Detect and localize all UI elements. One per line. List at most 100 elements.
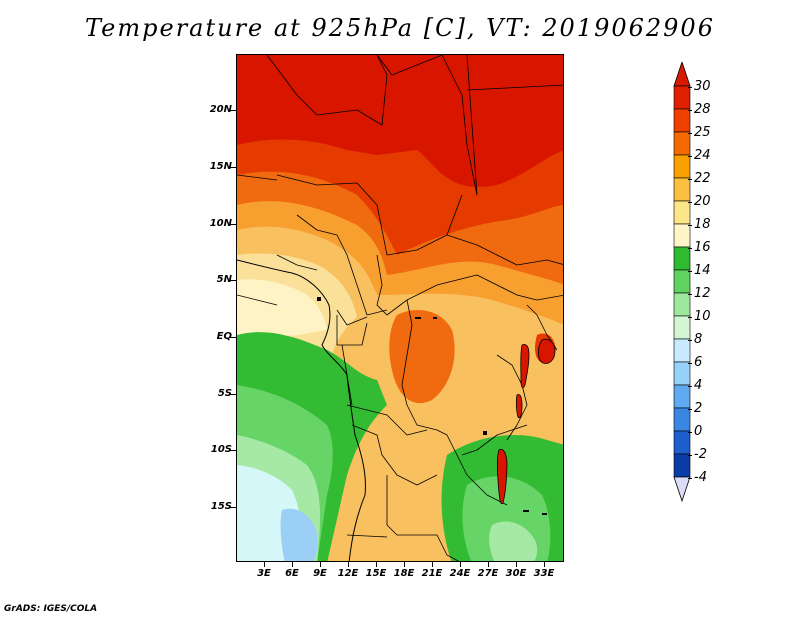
country-borders bbox=[237, 55, 563, 561]
colorbar-label-minus2: -2 bbox=[694, 447, 707, 462]
lon-tick bbox=[516, 562, 517, 567]
colorbar-tick bbox=[688, 271, 692, 272]
grads-credit: GrADS: IGES/COLA bbox=[4, 604, 98, 614]
lon-label-18e: 18E bbox=[393, 568, 415, 579]
colorbar-tick bbox=[688, 478, 692, 479]
colorbar-tick bbox=[688, 363, 692, 364]
colorbar-tick bbox=[688, 409, 692, 410]
lon-label-6e: 6E bbox=[285, 568, 299, 579]
lat-label-eq: EQ bbox=[216, 331, 232, 342]
chart-title: Temperature at 925hPa [C], VT: 201906290… bbox=[85, 14, 715, 42]
lat-label-20n: 20N bbox=[209, 104, 232, 115]
colorbar-tick bbox=[688, 110, 692, 111]
colorbar-bottom-arrow bbox=[673, 476, 691, 503]
temperature-map bbox=[236, 54, 564, 562]
lat-label-5n: 5N bbox=[216, 274, 232, 285]
lon-tick bbox=[292, 562, 293, 567]
lon-tick bbox=[432, 562, 433, 567]
colorbar-tick bbox=[688, 133, 692, 134]
lat-tick bbox=[230, 394, 236, 395]
colorbar-label-20: 20 bbox=[694, 194, 711, 209]
lon-label-24e: 24E bbox=[449, 568, 471, 579]
colorbar-label-2: 2 bbox=[694, 401, 703, 416]
colorbar-label-minus4: -4 bbox=[694, 470, 707, 485]
lat-label-10s: 10S bbox=[210, 444, 232, 455]
colorbar-label-30: 30 bbox=[694, 79, 711, 94]
lat-tick bbox=[230, 224, 236, 225]
lat-label-15n: 15N bbox=[209, 161, 232, 172]
lon-tick bbox=[264, 562, 265, 567]
colorbar-label-6: 6 bbox=[694, 355, 703, 370]
colorbar-cell bbox=[673, 200, 691, 225]
lon-tick bbox=[348, 562, 349, 567]
lon-label-27e: 27E bbox=[477, 568, 499, 579]
colorbar-cell bbox=[673, 292, 691, 317]
region-8c-west bbox=[280, 508, 318, 561]
lon-label-3e: 3E bbox=[257, 568, 271, 579]
lon-tick bbox=[488, 562, 489, 567]
colorbar-label-12: 12 bbox=[694, 286, 711, 301]
colorbar-cell bbox=[673, 430, 691, 455]
colorbar-cell bbox=[673, 269, 691, 294]
region-12c-southeast bbox=[489, 521, 538, 561]
colorbar-tick bbox=[688, 156, 692, 157]
lon-tick bbox=[544, 562, 545, 567]
colorbar-cell bbox=[673, 407, 691, 432]
colorbar-cell bbox=[673, 384, 691, 409]
lon-label-30e: 30E bbox=[505, 568, 527, 579]
colorbar bbox=[673, 62, 691, 503]
coastline-west bbox=[237, 259, 366, 561]
colorbar-label-28: 28 bbox=[694, 102, 711, 117]
lat-tick bbox=[230, 110, 236, 111]
colorbar-cell bbox=[673, 246, 691, 271]
lon-label-12e: 12E bbox=[337, 568, 359, 579]
region-18c bbox=[237, 279, 327, 340]
lon-tick bbox=[404, 562, 405, 567]
colorbar-tick bbox=[688, 179, 692, 180]
colorbar-cell bbox=[673, 361, 691, 386]
colorbar-cell bbox=[673, 154, 691, 179]
colorbar-cell bbox=[673, 131, 691, 156]
colorbar-cell bbox=[673, 315, 691, 340]
lon-label-15e: 15E bbox=[365, 568, 387, 579]
colorbar-tick bbox=[688, 432, 692, 433]
colorbar-tick bbox=[688, 455, 692, 456]
colorbar-tick bbox=[688, 225, 692, 226]
lat-tick bbox=[230, 337, 236, 338]
lat-label-10n: 10N bbox=[209, 218, 232, 229]
lat-tick bbox=[230, 280, 236, 281]
colorbar-label-0: 0 bbox=[694, 424, 703, 439]
region-hot-center bbox=[389, 310, 455, 404]
colorbar-label-8: 8 bbox=[694, 332, 703, 347]
lat-tick bbox=[230, 450, 236, 451]
colorbar-cell bbox=[673, 223, 691, 248]
colorbar-label-4: 4 bbox=[694, 378, 703, 393]
colorbar-cell bbox=[673, 85, 691, 110]
map-speckle bbox=[317, 297, 547, 515]
lakes bbox=[496, 338, 556, 505]
colorbar-label-24: 24 bbox=[694, 148, 711, 163]
lon-label-33e: 33E bbox=[533, 568, 555, 579]
lat-label-5s: 5S bbox=[217, 388, 232, 399]
colorbar-tick bbox=[688, 87, 692, 88]
colorbar-top-arrow bbox=[673, 62, 691, 87]
colorbar-tick bbox=[688, 294, 692, 295]
colorbar-label-16: 16 bbox=[694, 240, 711, 255]
colorbar-label-22: 22 bbox=[694, 171, 711, 186]
colorbar-label-10: 10 bbox=[694, 309, 711, 324]
colorbar-cell bbox=[673, 177, 691, 202]
colorbar-cell bbox=[673, 338, 691, 363]
colorbar-cell bbox=[673, 453, 691, 478]
lon-label-9e: 9E bbox=[313, 568, 327, 579]
colorbar-tick bbox=[688, 386, 692, 387]
colorbar-cell bbox=[673, 108, 691, 133]
lon-label-21e: 21E bbox=[421, 568, 443, 579]
colorbar-tick bbox=[688, 340, 692, 341]
lon-tick bbox=[376, 562, 377, 567]
colorbar-label-25: 25 bbox=[694, 125, 711, 140]
lat-tick bbox=[230, 167, 236, 168]
colorbar-label-14: 14 bbox=[694, 263, 711, 278]
lon-tick bbox=[460, 562, 461, 567]
colorbar-tick bbox=[688, 317, 692, 318]
lon-tick bbox=[320, 562, 321, 567]
